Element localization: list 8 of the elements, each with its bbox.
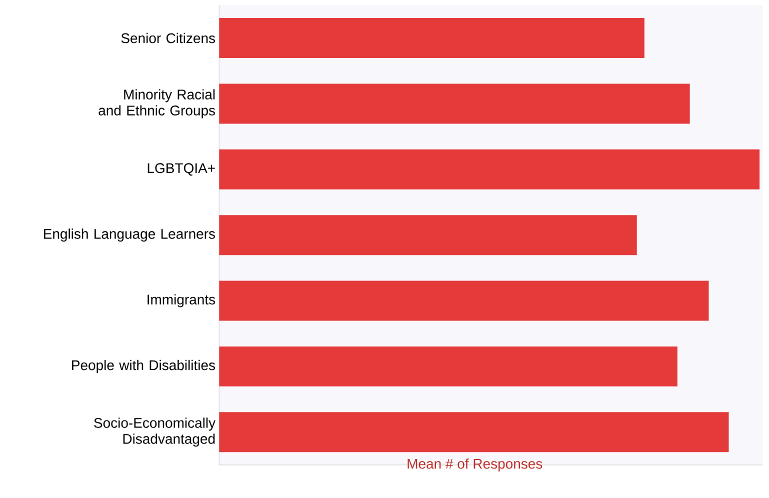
y-tick-label: People with Disabilities — [72, 360, 216, 373]
y-tick-label: Senior Citizens — [121, 32, 216, 44]
y-tick-label: Immigrants — [148, 294, 216, 308]
y-tick-label: English Language Learners — [44, 228, 215, 242]
y-tick-label: Minority Racial and Ethnic Groups — [98, 89, 216, 118]
y-tick-label: Socio-Economically Disadvantaged — [94, 418, 216, 447]
x-axis-title: Mean # of Responses — [408, 458, 542, 472]
y-tick-label: LGBTQIA+ — [148, 163, 215, 176]
